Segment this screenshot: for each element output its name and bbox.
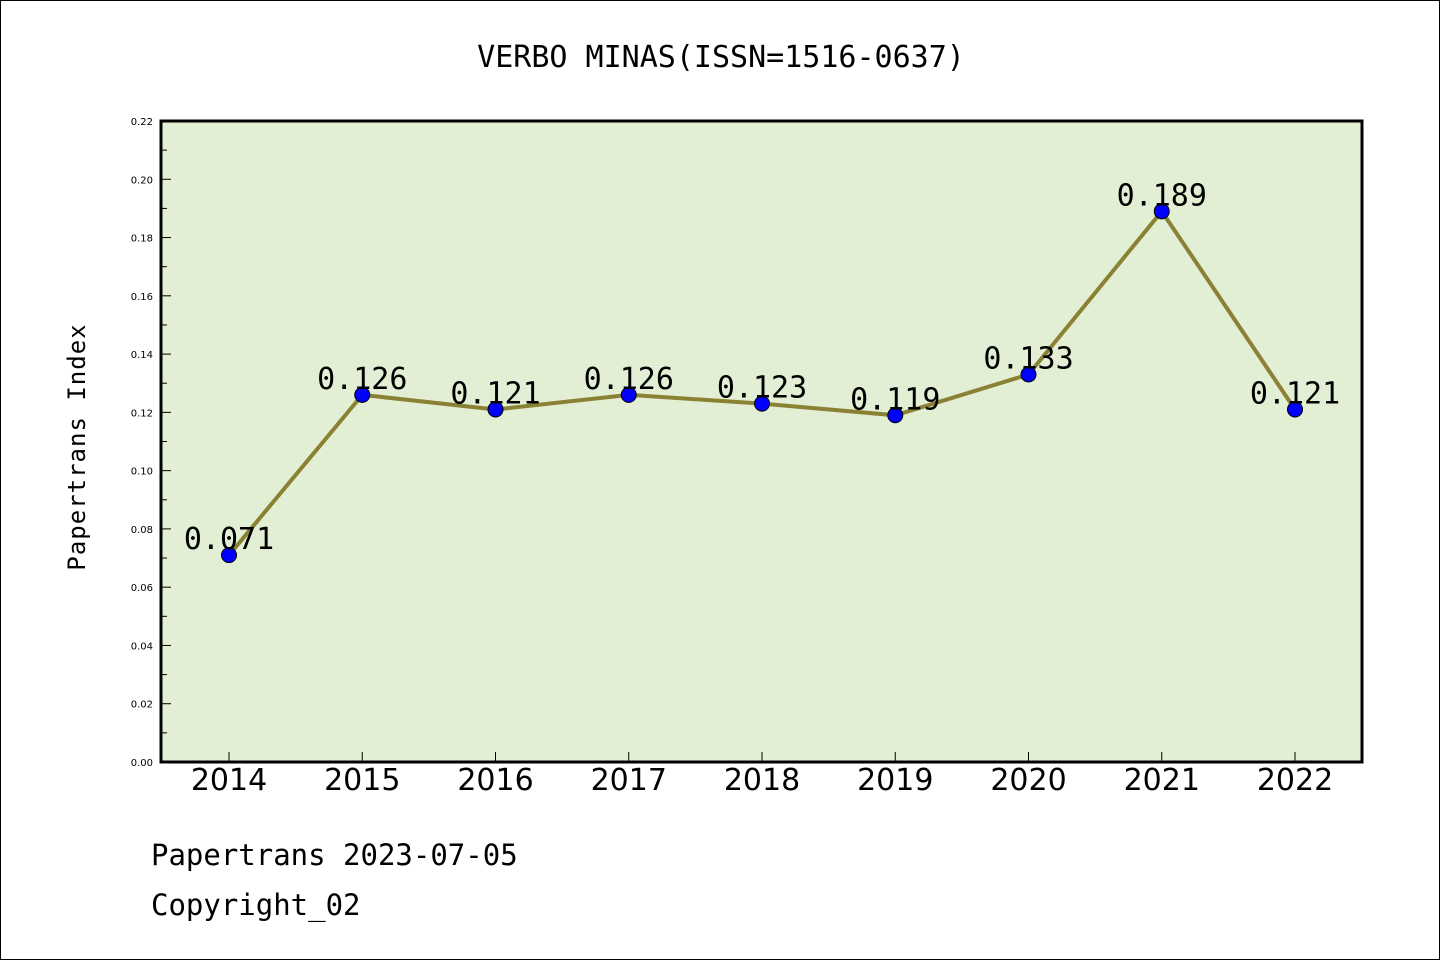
footer-copyright: Copyright_02 [151, 888, 361, 923]
data-point [354, 386, 371, 403]
x-axis-ticks: 2014 2015 2016 2017 2018 2019 2020 2021 2022 [191, 752, 1333, 798]
x-tick-label: 2020 [990, 763, 1066, 798]
y-tick-label: 0.06 [131, 583, 153, 594]
x-tick-label: 2016 [457, 763, 533, 798]
x-tick-label: 2022 [1257, 763, 1333, 798]
y-tick-label: 0.00 [131, 758, 153, 769]
data-point [1153, 203, 1170, 220]
data-label: 0.121 [1250, 376, 1340, 411]
data-label: 0.133 [983, 341, 1073, 376]
x-tick-label: 2014 [191, 763, 267, 798]
x-tick-label: 2017 [591, 763, 667, 798]
data-point [1287, 401, 1303, 418]
plot-frame [159, 119, 1364, 764]
data-label: 0.121 [450, 376, 540, 411]
chart-title: VERBO MINAS(ISSN=1516-0637) [477, 40, 965, 75]
y-tick-label: 0.12 [131, 408, 153, 419]
plot-area [161, 121, 1362, 762]
data-label: 0.119 [850, 382, 940, 417]
data-point [487, 401, 504, 418]
data-label: 0.189 [1117, 178, 1207, 213]
data-label: 0.123 [717, 371, 807, 406]
y-axis-ticks: 0.00 0.02 0.04 0.06 0.08 0.10 0.12 0.14 0.16 0.18… [131, 117, 171, 769]
data-point [221, 547, 237, 564]
data-label: 0.126 [317, 362, 407, 397]
y-axis-label: Papertrans Index [63, 323, 91, 570]
x-tick-label: 2019 [857, 763, 933, 798]
data-label: 0.126 [584, 362, 674, 397]
x-tick-label: 2021 [1124, 763, 1200, 798]
data-point [754, 395, 770, 412]
data-point [1020, 366, 1037, 383]
y-tick-label: 0.18 [131, 234, 153, 245]
data-point [620, 386, 637, 403]
y-tick-label: 0.04 [131, 641, 153, 652]
x-tick-label: 2015 [324, 763, 400, 798]
data-labels: 0.071 0.126 0.121 0.126 0.123 0.119 0.133 0.189… [184, 178, 1340, 557]
y-tick-label: 0.08 [131, 525, 153, 536]
y-tick-label: 0.22 [131, 117, 153, 128]
data-label: 0.071 [184, 522, 274, 557]
y-tick-label: 0.20 [131, 175, 153, 186]
y-tick-label: 0.02 [131, 700, 153, 711]
y-tick-label: 0.10 [131, 467, 153, 478]
y-tick-label: 0.16 [131, 292, 153, 303]
data-points [221, 203, 1303, 564]
y-tick-label: 0.14 [131, 350, 153, 361]
x-tick-label: 2018 [724, 763, 800, 798]
data-point [887, 407, 904, 424]
footer-date: Papertrans 2023-07-05 [151, 838, 518, 872]
